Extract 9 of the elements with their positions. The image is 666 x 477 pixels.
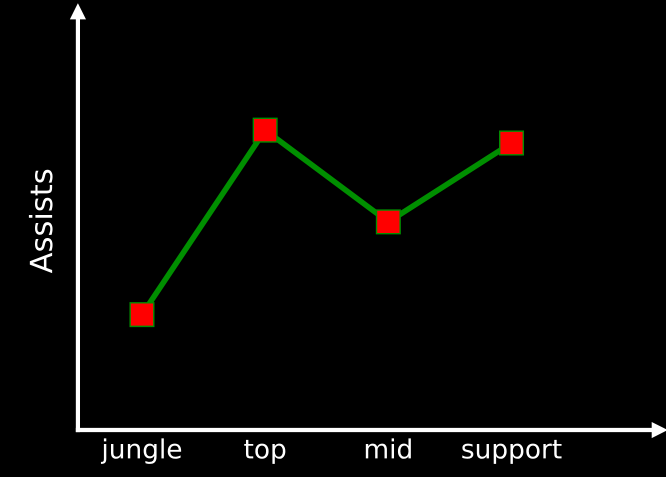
x-tick-label: mid (366, 438, 411, 459)
x-tick-label: support (462, 440, 562, 464)
point (252, 118, 278, 143)
x-tick-label: top (244, 440, 286, 464)
x-tick-label: jungle (100, 438, 182, 464)
point (376, 209, 401, 234)
y-axis-title: Assists (28, 170, 53, 274)
point (499, 130, 524, 156)
point (129, 302, 154, 328)
